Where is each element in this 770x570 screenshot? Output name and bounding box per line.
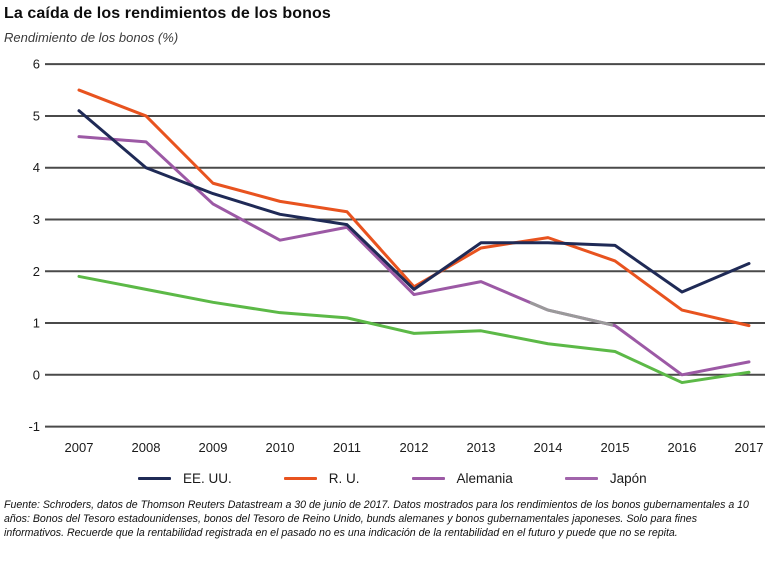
x-tick-label: 2017: [735, 440, 764, 455]
chart-legend: EE. UU. R. U. Alemania Japón: [0, 465, 770, 491]
legend-label: Alemania: [456, 470, 513, 486]
legend-label: Japón: [609, 470, 647, 486]
chart-title: La caída de los rendimientos de los bono…: [4, 5, 331, 22]
series-line-alemania: [77, 135, 751, 377]
y-tick-label: -1: [28, 419, 40, 434]
chart-header: La caída de los rendimientos de los bono…: [0, 0, 770, 45]
x-tick-label: 2007: [65, 440, 94, 455]
legend-label: R. U.: [328, 470, 360, 486]
legend-swatch: [564, 476, 598, 480]
x-tick-label: 2010: [266, 440, 295, 455]
chart-subtitle: Rendimiento de los bonos (%): [4, 30, 179, 45]
line-chart: 6 5 4 3 2 1 0 -1 2007 2008 2009 2010 2011 2012 2013 201…: [28, 57, 765, 455]
y-tick-label: 5: [33, 108, 40, 123]
legend-item-r-u-: R. U.: [283, 470, 360, 486]
x-tick-label: 2008: [132, 440, 161, 455]
x-tick-label: 2012: [400, 440, 429, 455]
x-tick-label: 2011: [333, 440, 361, 455]
legend-item-ee-uu-: EE. UU.: [138, 471, 232, 486]
y-tick-label: 4: [33, 160, 40, 175]
legend-swatch: [138, 476, 171, 480]
legend-item-japón: Japón: [564, 470, 647, 486]
legend-swatch: [283, 476, 317, 480]
legend-item-alemania: Alemania: [411, 470, 513, 486]
x-tick-label: 2014: [534, 440, 563, 455]
legend-swatch: [411, 476, 445, 480]
legend-label: EE. UU.: [183, 470, 232, 486]
y-tick-label: 3: [33, 212, 40, 227]
series-line-r-u-: [77, 88, 751, 328]
series-line-ee-uu-: [77, 109, 751, 294]
y-tick-label: 0: [33, 367, 40, 382]
x-tick-label: 2013: [467, 440, 496, 455]
x-tick-label: 2016: [668, 440, 697, 455]
x-tick-label: 2009: [199, 440, 228, 455]
series-line-japón: [77, 274, 751, 385]
y-tick-label: 6: [33, 57, 40, 72]
x-tick-label: 2015: [601, 440, 630, 455]
y-tick-label: 2: [33, 264, 40, 279]
y-tick-label: 1: [33, 316, 40, 331]
alemania-gray-segment: [529, 301, 614, 327]
source-footnote: Fuente: Schroders, datos de Thomson Reut…: [4, 499, 749, 539]
